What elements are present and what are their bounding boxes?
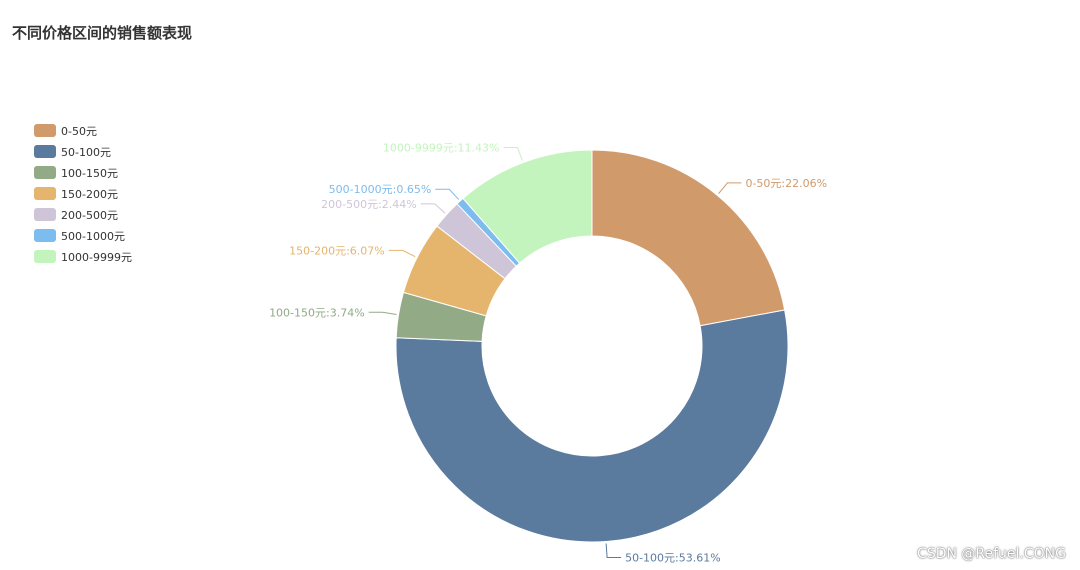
pie-slice[interactable] xyxy=(395,309,789,543)
label-leader-line xyxy=(605,543,622,558)
legend-label: 200-500元 xyxy=(61,208,118,222)
legend-item[interactable]: 500-1000元 xyxy=(34,225,132,246)
label-leader-line xyxy=(503,147,523,161)
legend-swatch xyxy=(34,187,56,200)
watermark: CSDN @Refuel.CONG xyxy=(917,546,1066,562)
legend-item[interactable]: 100-150元 xyxy=(34,162,132,183)
legend-label: 150-200元 xyxy=(61,187,118,201)
legend: 0-50元 50-100元 100-150元 150-200元 200-500元 500-… xyxy=(34,120,132,267)
legend-item[interactable]: 150-200元 xyxy=(34,183,132,204)
legend-label: 0-50元 xyxy=(61,124,97,138)
legend-swatch xyxy=(34,166,56,179)
legend-item[interactable]: 200-500元 xyxy=(34,204,132,225)
legend-item[interactable]: 0-50元 xyxy=(34,120,132,141)
label-leader-line xyxy=(368,311,397,316)
legend-swatch xyxy=(34,229,56,242)
data-label: 200-500元:2.44% xyxy=(321,198,417,211)
legend-item[interactable]: 1000-9999元 xyxy=(34,246,132,267)
legend-swatch xyxy=(34,145,56,158)
legend-item[interactable]: 50-100元 xyxy=(34,141,132,162)
label-leader-line xyxy=(388,249,416,258)
label-leader-line xyxy=(718,182,742,194)
legend-swatch xyxy=(34,208,56,221)
data-label: 0-50元:22.06% xyxy=(745,177,827,190)
legend-label: 500-1000元 xyxy=(61,229,125,243)
legend-swatch xyxy=(34,124,56,137)
legend-label: 100-150元 xyxy=(61,166,118,180)
data-label: 500-1000元:0.65% xyxy=(329,183,432,196)
legend-swatch xyxy=(34,250,56,263)
label-leader-line xyxy=(435,188,460,200)
legend-label: 50-100元 xyxy=(61,145,111,159)
data-label: 50-100元:53.61% xyxy=(625,551,721,564)
chart-title: 不同价格区间的销售额表现 xyxy=(12,24,193,42)
pie-slice[interactable] xyxy=(591,149,786,327)
legend-label: 1000-9999元 xyxy=(61,250,132,264)
pie-slice[interactable] xyxy=(462,149,593,264)
data-label: 150-200元:6.07% xyxy=(289,244,385,257)
data-label: 1000-9999元:11.43% xyxy=(383,142,500,155)
label-leader-line xyxy=(420,203,446,214)
data-label: 100-150元:3.74% xyxy=(269,306,365,319)
